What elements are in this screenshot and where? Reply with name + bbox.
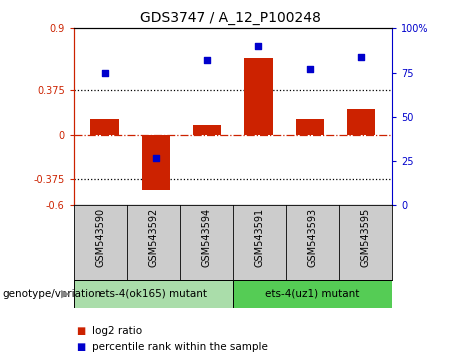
- Bar: [193, 125, 221, 135]
- Text: percentile rank within the sample: percentile rank within the sample: [92, 342, 268, 352]
- Text: GSM543595: GSM543595: [361, 207, 370, 267]
- Text: GSM543594: GSM543594: [201, 207, 211, 267]
- Bar: [244, 58, 272, 135]
- Text: ets-4(ok165) mutant: ets-4(ok165) mutant: [99, 289, 207, 299]
- Text: GSM543593: GSM543593: [307, 207, 317, 267]
- Point: [203, 57, 211, 63]
- Point: [101, 70, 108, 75]
- Text: ■: ■: [76, 342, 85, 352]
- Text: ■: ■: [76, 326, 85, 336]
- Bar: [142, 135, 170, 190]
- Bar: [90, 119, 118, 135]
- Bar: [347, 109, 375, 135]
- FancyBboxPatch shape: [233, 280, 392, 308]
- Point: [255, 43, 262, 49]
- Text: GSM543592: GSM543592: [148, 207, 158, 267]
- Text: log2 ratio: log2 ratio: [92, 326, 142, 336]
- Text: ets-4(uz1) mutant: ets-4(uz1) mutant: [265, 289, 360, 299]
- Text: ▶: ▶: [61, 289, 69, 299]
- Text: genotype/variation: genotype/variation: [2, 289, 101, 299]
- Text: GSM543591: GSM543591: [254, 207, 264, 267]
- Bar: [296, 119, 324, 135]
- Point: [306, 66, 313, 72]
- Text: GDS3747 / A_12_P100248: GDS3747 / A_12_P100248: [140, 11, 321, 25]
- Point: [357, 54, 365, 59]
- Text: GSM543590: GSM543590: [95, 207, 105, 267]
- Point: [152, 155, 160, 160]
- FancyBboxPatch shape: [74, 280, 233, 308]
